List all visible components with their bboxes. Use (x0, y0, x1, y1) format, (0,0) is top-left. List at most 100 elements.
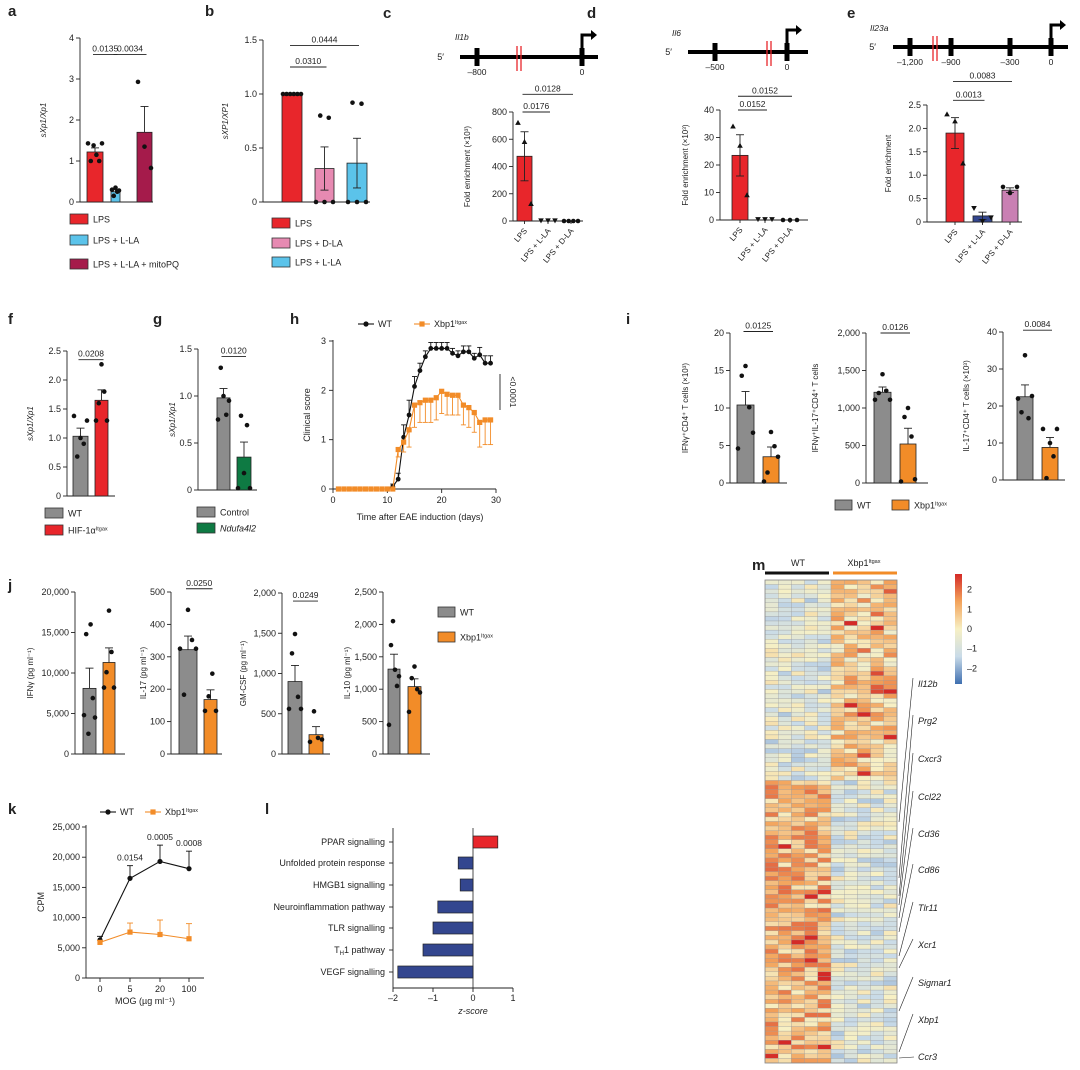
heatmap-cell (817, 985, 832, 991)
heatmap-cell (764, 848, 779, 854)
legend-label: WT (378, 319, 392, 329)
heatmap-cell (844, 907, 858, 913)
heatmap-cell (791, 611, 805, 617)
heatmap-cell (870, 1008, 884, 1014)
gene-label: Sigmar1 (918, 978, 952, 988)
heatmap-cell (830, 862, 845, 868)
heatmap-cell (778, 771, 792, 777)
heatmap-cell (844, 857, 858, 863)
data-point (528, 200, 534, 206)
heatmap-cell (778, 753, 792, 758)
heatmap-cell (764, 629, 779, 635)
heatmap-cell (764, 816, 779, 822)
heatmap-cell (778, 930, 792, 936)
heatmap-cell (870, 1035, 884, 1041)
heatmap-cell (830, 898, 845, 904)
data-point (428, 397, 434, 403)
promoter-tick (1007, 38, 1013, 56)
heatmap-cell (830, 1012, 845, 1018)
heatmap-cell (804, 848, 818, 854)
heatmap-cell (883, 930, 898, 936)
heatmap-cell (791, 989, 805, 995)
heatmap-cell (804, 803, 818, 808)
heatmap-cell (870, 1058, 884, 1064)
heatmap-cell (764, 971, 779, 977)
heatmap-cell (830, 584, 845, 590)
x-tick-label: 0 (470, 993, 475, 1003)
data-point (83, 631, 89, 637)
heatmap-cell (883, 1044, 898, 1050)
heatmap-cell (857, 994, 871, 1000)
heatmap-cell (791, 1058, 805, 1064)
data-point (189, 637, 195, 643)
heatmap-cell (844, 689, 858, 695)
data-point (1019, 409, 1024, 415)
data-point (406, 412, 412, 418)
heatmap-cell (870, 958, 884, 963)
heatmap-cell (857, 1026, 871, 1032)
heatmap-cell (778, 876, 792, 881)
heatmap-cell (791, 999, 805, 1004)
heatmap-cell (778, 748, 792, 754)
heatmap-cell (778, 666, 792, 672)
heatmap-cell (764, 844, 779, 849)
heatmap-cell (883, 716, 898, 722)
heatmap-cell (883, 689, 898, 695)
heatmap-cell (844, 784, 858, 790)
heatmap-cell (883, 625, 898, 631)
heatmap-cell (778, 948, 792, 954)
data-point (394, 683, 400, 689)
y-tick-label: 2.0 (48, 375, 61, 385)
bar (437, 900, 474, 914)
heatmap-cell (830, 807, 845, 813)
gene-label: Xbp1 (917, 1015, 939, 1025)
heatmap-cell (844, 1008, 858, 1014)
data-point (96, 400, 102, 406)
heatmap-cell (883, 844, 898, 849)
heatmap-cell (870, 1053, 884, 1059)
heatmap-cell (844, 926, 858, 932)
category-label: PPAR signalling (321, 837, 385, 847)
heatmap-cell (844, 885, 858, 890)
x-axis-label: MOG (µg ml⁻¹) (115, 996, 175, 1006)
heatmap-cell (844, 634, 858, 640)
heatmap-cell (830, 935, 845, 941)
heatmap-cell (791, 889, 805, 895)
heatmap-cell (844, 894, 858, 900)
position-label: 0 (580, 67, 585, 77)
category-label: HMGB1 signalling (313, 880, 385, 890)
heatmap-cell (764, 620, 779, 626)
heatmap-cell (883, 794, 898, 799)
heatmap-cell (778, 898, 792, 904)
data-point (880, 371, 885, 377)
heatmap-cell (883, 980, 898, 986)
heatmap-cell (778, 579, 792, 585)
heatmap-cell (844, 648, 858, 654)
heatmap-cell (778, 775, 792, 781)
legend-label: Xbp1Itgax (165, 807, 198, 817)
data-point (241, 470, 247, 476)
data-point (185, 607, 191, 613)
heatmap-cell (830, 971, 845, 977)
heatmap-cell (830, 907, 845, 913)
heatmap-cell (764, 789, 779, 795)
heatmap-cell (857, 803, 871, 808)
y-tick-label: 0 (160, 749, 165, 759)
heatmap-cell (804, 666, 818, 672)
panel-letter: k (8, 801, 17, 818)
heatmap-cell (778, 602, 792, 608)
y-tick-label: 100 (150, 717, 165, 727)
heatmap-cell (791, 725, 805, 731)
heatmap-cell (870, 907, 884, 913)
heatmap-cell (830, 689, 845, 695)
heatmap-cell (857, 1035, 871, 1041)
y-tick-label: 1.5 (48, 404, 61, 414)
heatmap-cell (857, 702, 871, 708)
heatmap-cell (817, 835, 832, 840)
heatmap-cell (778, 857, 792, 863)
heatmap-cell (870, 853, 884, 859)
data-point (78, 435, 83, 441)
heatmap-cell (870, 657, 884, 663)
heatmap-cell (830, 1053, 845, 1059)
heatmap-cell (857, 1021, 871, 1027)
